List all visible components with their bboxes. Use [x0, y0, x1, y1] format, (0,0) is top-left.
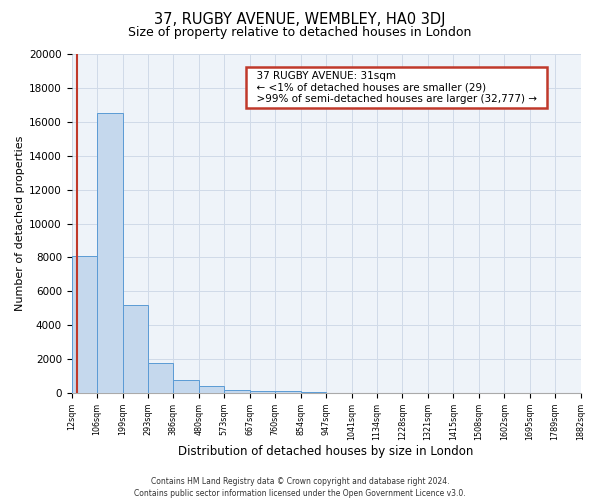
Bar: [97, 114, 122, 393]
Bar: [71, 256, 97, 393]
Text: 37, RUGBY AVENUE, WEMBLEY, HA0 3DJ: 37, RUGBY AVENUE, WEMBLEY, HA0 3DJ: [154, 12, 446, 27]
Text: Size of property relative to detached houses in London: Size of property relative to detached ho…: [128, 26, 472, 39]
Bar: [173, 380, 199, 393]
Bar: [122, 305, 148, 393]
X-axis label: Distribution of detached houses by size in London: Distribution of detached houses by size …: [178, 444, 474, 458]
Bar: [199, 386, 224, 393]
Bar: [275, 392, 301, 393]
Bar: [250, 390, 275, 393]
Bar: [301, 392, 326, 393]
Bar: [148, 364, 173, 393]
Text: Contains HM Land Registry data © Crown copyright and database right 2024.
Contai: Contains HM Land Registry data © Crown c…: [134, 476, 466, 498]
Y-axis label: Number of detached properties: Number of detached properties: [15, 136, 25, 311]
Bar: [224, 390, 250, 393]
Bar: [326, 392, 352, 393]
Text: 37 RUGBY AVENUE: 31sqm  
  ← <1% of detached houses are smaller (29)  
  >99% of: 37 RUGBY AVENUE: 31sqm ← <1% of detached…: [250, 71, 543, 104]
